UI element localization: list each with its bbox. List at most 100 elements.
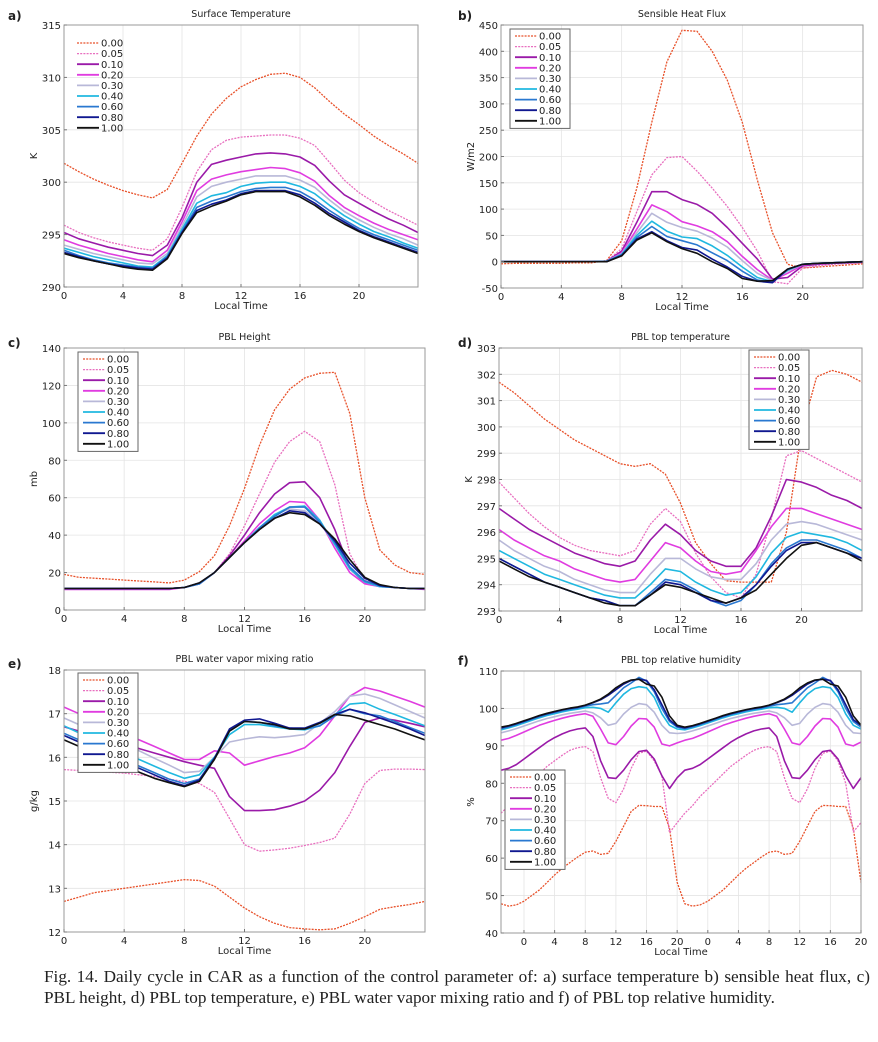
y-tick-label: 301 — [477, 397, 496, 408]
x-axis-label: Local Time — [654, 625, 708, 636]
x-tick-label: 20 — [358, 614, 371, 625]
legend-label: 0.40 — [539, 85, 561, 96]
y-tick-label: 290 — [42, 283, 61, 294]
y-tick-label: 300 — [42, 178, 61, 189]
series-line-0-00 — [499, 369, 862, 583]
x-tick-label: 8 — [617, 615, 623, 626]
x-tick-label: 4 — [120, 291, 126, 302]
legend-label: 0.00 — [101, 39, 123, 50]
panel-a: 0 4 8 12 16 20 290 295 300 305 310 315 Surface Tempe… — [8, 9, 419, 312]
series-group — [499, 369, 862, 607]
series-line-0-30 — [64, 175, 418, 265]
legend-label: 0.40 — [101, 92, 123, 103]
y-tick-label: 295 — [42, 231, 61, 242]
series-line-0-10 — [501, 727, 861, 790]
series-line-1-00 — [501, 678, 861, 728]
y-axis-label: K — [464, 476, 475, 483]
x-tick-label: 12 — [674, 615, 687, 626]
panel-c: 0 4 8 12 16 20 0 20 40 60 80 100 120 140 PBL Height Loc… — [8, 332, 426, 635]
legend-label: 0.30 — [107, 718, 129, 729]
y-tick-label: 310 — [42, 73, 61, 84]
y-tick-label: 0 — [492, 258, 498, 269]
y-tick-label: 17 — [48, 710, 61, 721]
legend-label: 0.00 — [539, 32, 561, 43]
x-tick-label: 8 — [179, 291, 185, 302]
panel-label: e) — [8, 657, 22, 671]
y-tick-label: 100 — [479, 205, 498, 216]
chart-title: Surface Temperature — [191, 9, 291, 20]
y-axis-label: W/m2 — [466, 142, 477, 171]
x-tick-label: 0 — [61, 614, 67, 625]
x-tick-label: 12 — [235, 291, 248, 302]
x-tick-label: 16 — [640, 937, 653, 948]
y-tick-label: 110 — [479, 667, 498, 678]
y-tick-label: 296 — [477, 528, 496, 539]
x-tick-label: 16 — [735, 615, 748, 626]
legend-label: 0.80 — [534, 847, 556, 858]
legend-label: 0.20 — [101, 70, 123, 81]
x-tick-label: 4 — [735, 937, 741, 948]
x-tick-label: 20 — [796, 292, 809, 303]
legend-label: 1.00 — [534, 857, 556, 868]
x-tick-label: 12 — [610, 937, 623, 948]
y-tick-label: 20 — [48, 569, 61, 580]
series-line-0-00 — [64, 72, 418, 199]
y-tick-label: 294 — [477, 581, 496, 592]
y-tick-label: 140 — [42, 344, 61, 355]
x-tick-label: 12 — [793, 937, 806, 948]
y-tick-label: 299 — [477, 449, 496, 460]
y-tick-label: 297 — [477, 502, 496, 513]
legend-label: 0.80 — [778, 427, 800, 438]
x-tick-label: 0 — [705, 937, 711, 948]
x-tick-label: 12 — [238, 614, 251, 625]
y-tick-label: 303 — [477, 344, 496, 355]
x-tick-label: 16 — [824, 937, 837, 948]
y-tick-label: 120 — [42, 381, 61, 392]
legend-label: 0.00 — [107, 676, 129, 687]
y-tick-label: 295 — [477, 554, 496, 565]
series-line-0-60 — [64, 186, 418, 269]
series-line-1-00 — [64, 190, 418, 272]
legend-label: 0.30 — [107, 397, 129, 408]
legend-label: 0.10 — [778, 374, 800, 385]
y-tick-label: 80 — [48, 456, 61, 467]
y-tick-label: 18 — [48, 666, 61, 677]
legend-label: 0.60 — [778, 416, 800, 427]
legend-label: 0.30 — [534, 815, 556, 826]
chart-title: PBL top temperature — [631, 332, 730, 343]
legend-label: 0.30 — [539, 74, 561, 85]
panel-label: f) — [458, 654, 469, 668]
series-line-0-05 — [499, 449, 862, 599]
y-tick-label: 400 — [479, 47, 498, 58]
series-line-0-00 — [64, 371, 425, 584]
y-tick-label: 90 — [485, 742, 498, 753]
y-tick-label: 50 — [485, 892, 498, 903]
y-axis-label: g/kg — [29, 790, 40, 812]
y-tick-label: 60 — [48, 494, 61, 505]
panel-label: d) — [458, 336, 472, 350]
x-tick-label: 20 — [671, 937, 684, 948]
y-tick-label: 40 — [48, 531, 61, 542]
series-line-0-20 — [64, 166, 418, 263]
y-tick-label: 293 — [477, 607, 496, 618]
series-line-0-80 — [64, 189, 418, 271]
panel-label: b) — [458, 9, 472, 23]
series-line-0-05 — [64, 768, 425, 852]
legend-label: 0.80 — [107, 750, 129, 761]
legend-label: 0.80 — [539, 106, 561, 117]
figure-caption: Fig. 14. Daily cycle in CAR as a functio… — [44, 967, 870, 1007]
y-axis-label: % — [466, 797, 477, 807]
y-tick-label: 350 — [479, 74, 498, 85]
legend-label: 0.10 — [107, 376, 129, 387]
legend-label: 0.80 — [101, 113, 123, 124]
y-tick-label: 13 — [48, 884, 61, 895]
y-tick-label: 305 — [42, 126, 61, 137]
legend-label: 1.00 — [539, 116, 561, 127]
chart-title: PBL Height — [219, 332, 271, 343]
x-tick-label: 16 — [294, 291, 307, 302]
x-tick-label: 20 — [358, 936, 371, 947]
legend-label: 0.30 — [101, 81, 123, 92]
panel-label: a) — [8, 9, 22, 23]
panel-b: 0 4 8 12 16 20-50050100150200250300350400450S… — [458, 9, 864, 313]
y-tick-label: 16 — [48, 753, 61, 764]
